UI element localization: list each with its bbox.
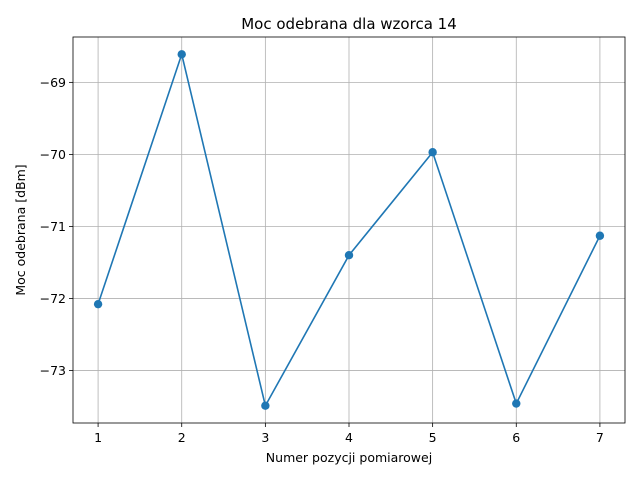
data-point <box>93 299 103 309</box>
x-tick-label: 1 <box>94 430 102 445</box>
x-tick-label: 2 <box>178 430 186 445</box>
chart-title: Moc odebrana dla wzorca 14 <box>241 15 457 33</box>
data-point <box>177 50 186 59</box>
y-tick-label: −73 <box>40 363 66 378</box>
x-tick-label: 5 <box>429 430 437 445</box>
data-point <box>344 251 354 260</box>
data-series <box>93 50 605 410</box>
x-tick-label: 3 <box>261 430 269 445</box>
data-point <box>595 231 605 240</box>
axis-ticks: 1 2 3 4 5 6 7 −73 −72 −71 −70 −69 <box>40 75 604 445</box>
y-tick-label: −70 <box>40 147 66 162</box>
x-tick-label: 7 <box>596 430 604 445</box>
y-axis-label: Moc odebrana [dBm] <box>13 164 28 295</box>
x-tick-label: 4 <box>345 430 353 445</box>
grid <box>73 37 625 423</box>
data-point <box>261 401 270 410</box>
x-tick-label: 6 <box>512 430 520 445</box>
y-tick-label: −69 <box>40 75 66 90</box>
plot-frame <box>72 36 626 424</box>
y-tick-label: −71 <box>40 219 66 234</box>
data-point <box>512 399 521 408</box>
data-point <box>428 148 437 157</box>
x-axis-label: Numer pozycji pomiarowej <box>266 450 432 465</box>
y-tick-label: −72 <box>40 291 66 306</box>
